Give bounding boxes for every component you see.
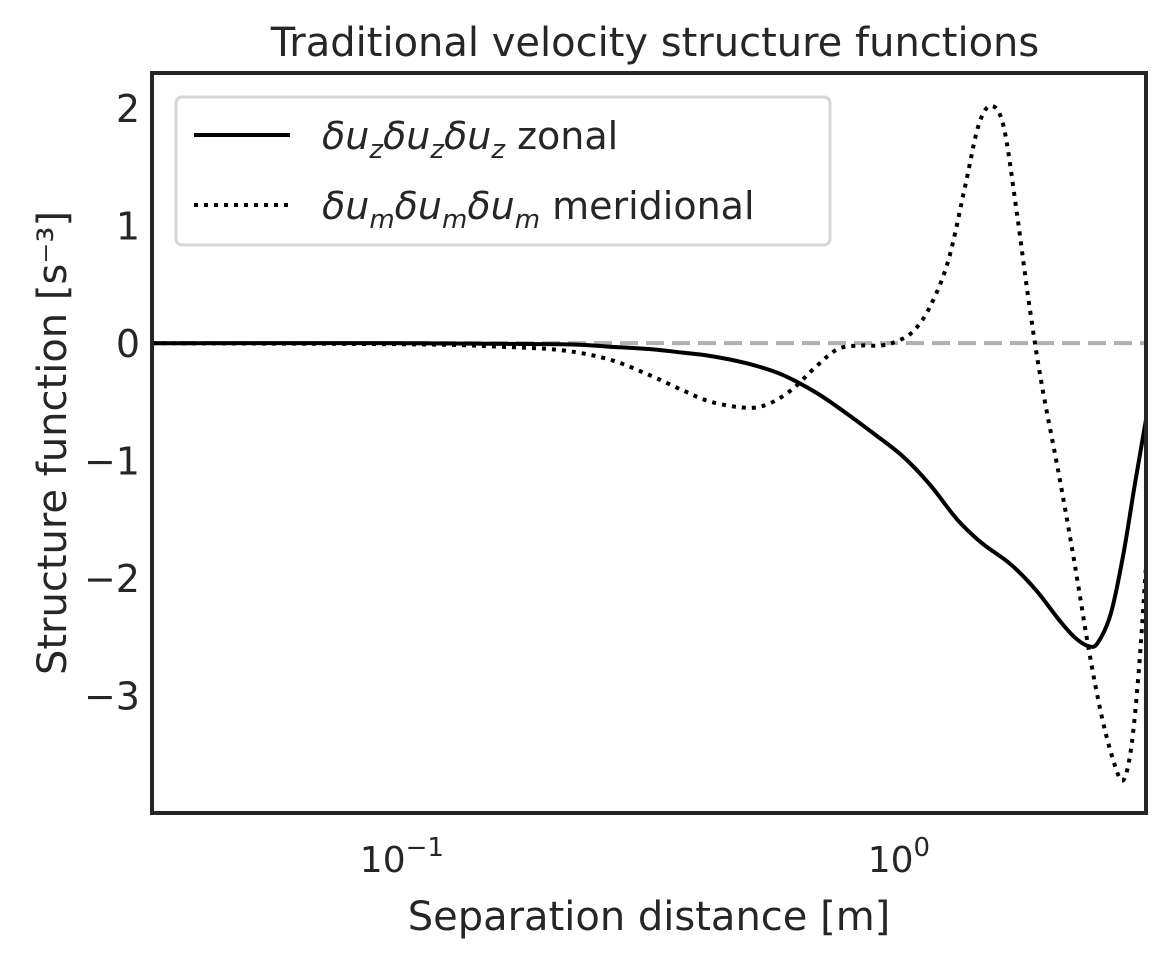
chart-title: Traditional velocity structure functions xyxy=(270,20,1040,66)
legend-zonal-part: z xyxy=(490,135,506,165)
legend-meridional-part: δu xyxy=(467,184,514,228)
x-axis-label: Separation distance [m] xyxy=(408,894,891,940)
y-axis-label: Structure function [s⁻³] xyxy=(30,211,76,675)
legend-meridional-part: δu xyxy=(322,184,369,228)
plot-frame xyxy=(150,71,1148,815)
legend-meridional-label: δumδumδum meridional xyxy=(322,184,755,235)
legend-zonal-part: z xyxy=(368,135,384,165)
y-tick-label: 0 xyxy=(116,322,140,366)
legend-meridional-part: meridional xyxy=(540,184,755,228)
legend-zonal-part: z xyxy=(429,135,445,165)
x-tick-label: 100 xyxy=(868,833,930,881)
legend-zonal-part: zonal xyxy=(505,114,618,158)
y-tick-label: −1 xyxy=(84,440,140,484)
legend-meridional-part: m xyxy=(442,205,467,235)
legend-zonal-part: δu xyxy=(444,114,491,158)
legend-meridional-part: m xyxy=(369,205,394,235)
y-tick-label: 2 xyxy=(116,87,140,131)
legend: δuzδuzδuz zonal δumδumδum meridional xyxy=(174,95,832,247)
legend-meridional-part: m xyxy=(515,205,540,235)
legend-zonal-part: δu xyxy=(322,114,369,158)
legend-meridional-part: δu xyxy=(395,184,442,228)
y-tick-label: −2 xyxy=(84,557,140,601)
legend-zonal-part: δu xyxy=(383,114,430,158)
series-zonal-line xyxy=(152,341,1146,649)
legend-zonal-label: δuzδuzδuz zonal xyxy=(322,114,618,165)
x-tick-label: 10−1 xyxy=(360,833,444,881)
y-tick-label: −3 xyxy=(84,675,140,719)
y-tick-label: 1 xyxy=(116,205,140,249)
legend-box xyxy=(174,95,832,247)
series-meridional-line xyxy=(152,103,1146,783)
